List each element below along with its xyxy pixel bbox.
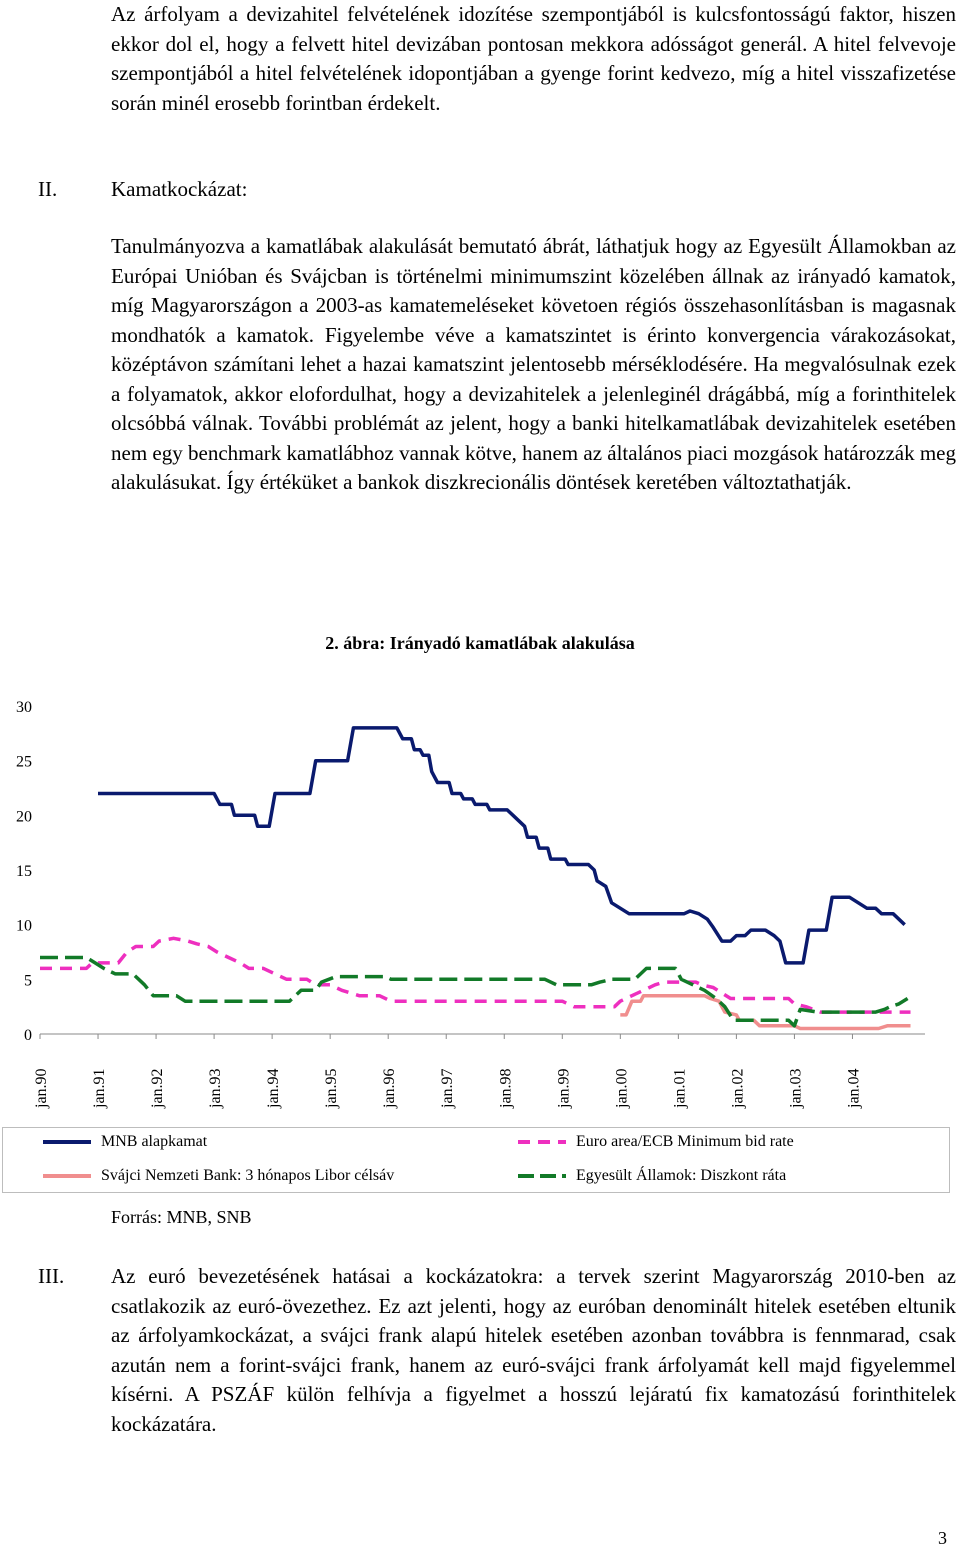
x-tick-label: jan.95 xyxy=(323,1068,340,1109)
legend-item-mnb: MNB alapkamat xyxy=(43,1133,207,1151)
legend-item-snb: Svájci Nemzeti Bank: 3 hónapos Libor cél… xyxy=(43,1167,394,1185)
y-tick-label: 10 xyxy=(16,918,32,935)
legend-line-us xyxy=(518,1174,566,1178)
y-tick-label: 5 xyxy=(24,972,32,989)
x-tick-label: jan.90 xyxy=(33,1068,50,1109)
legend-label-snb: Svájci Nemzeti Bank: 3 hónapos Libor cél… xyxy=(101,1167,395,1184)
legend-label-us: Egyesült Államok: Diszkont ráta xyxy=(576,1167,787,1184)
x-tick-label: jan.97 xyxy=(439,1068,456,1109)
interest-risk-paragraph: Tanulmányozva a kamatlábak alakulását be… xyxy=(111,234,956,494)
x-tick-label: jan.04 xyxy=(845,1068,862,1109)
series-mnb-line xyxy=(98,726,906,965)
x-tick-label: jan.98 xyxy=(497,1068,514,1109)
x-tick-label: jan.99 xyxy=(555,1068,572,1109)
figure-source: Forrás: MNB, SNB xyxy=(111,1207,252,1227)
legend-label-mnb: MNB alapkamat xyxy=(101,1133,208,1150)
y-tick-label: 20 xyxy=(16,808,32,825)
page-number: 3 xyxy=(938,1528,947,1548)
interest-rate-chart: 0 5 10 15 20 25 30 jan.90 jan.91 jan.92 jan.93 jan.… xyxy=(16,699,925,1109)
legend-item-us: Egyesült Államok: Diszkont ráta xyxy=(518,1167,786,1185)
x-tick-label: jan.93 xyxy=(207,1068,224,1109)
legend-line-mnb xyxy=(43,1140,91,1144)
series-us-line xyxy=(40,955,909,1028)
y-tick-label: 30 xyxy=(16,699,32,716)
euro-effect-paragraph: Az euró bevezetésének hatásai a kockázat… xyxy=(111,1264,956,1436)
x-tick-label: jan.96 xyxy=(381,1068,398,1109)
x-tick-label: jan.00 xyxy=(613,1068,630,1109)
x-tick-label: jan.01 xyxy=(671,1068,688,1109)
x-tick-label: jan.94 xyxy=(265,1068,282,1109)
y-tick-label: 0 xyxy=(24,1027,32,1044)
x-tick-label: jan.02 xyxy=(729,1068,746,1109)
legend-item-ecb: Euro area/ECB Minimum bid rate xyxy=(518,1133,794,1151)
x-tick-label: jan.91 xyxy=(91,1068,108,1109)
legend-label-ecb: Euro area/ECB Minimum bid rate xyxy=(576,1133,794,1150)
section-number: II. xyxy=(38,177,58,201)
legend-line-snb xyxy=(43,1174,91,1178)
series-ecb-line xyxy=(40,936,911,1014)
chart-legend: MNB alapkamat Svájci Nemzeti Bank: 3 hón… xyxy=(2,1127,950,1193)
figure-title: 2. ábra: Irányadó kamatlábak alakulása xyxy=(325,633,635,653)
y-tick-label: 15 xyxy=(16,863,32,880)
x-tick-label: jan.03 xyxy=(787,1068,804,1109)
section-number: III. xyxy=(38,1264,65,1288)
section-title: Kamatkockázat: xyxy=(111,177,248,201)
intro-paragraph: Az árfolyam a devizahitel felvételének i… xyxy=(111,2,956,115)
legend-line-ecb xyxy=(518,1140,566,1144)
x-tick-label: jan.92 xyxy=(149,1068,166,1109)
y-tick-label: 25 xyxy=(16,754,32,771)
